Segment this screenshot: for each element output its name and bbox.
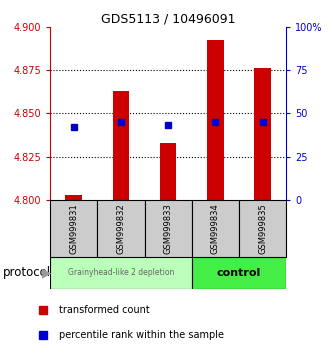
- Text: control: control: [217, 268, 261, 278]
- Bar: [50, 200, 97, 257]
- Bar: [239, 200, 286, 257]
- Text: GSM999831: GSM999831: [69, 203, 78, 254]
- Bar: [254, 68, 271, 200]
- Bar: [50, 257, 192, 289]
- Text: GSM999833: GSM999833: [164, 203, 173, 254]
- Bar: [192, 257, 286, 289]
- Text: GSM999832: GSM999832: [116, 203, 126, 254]
- Bar: [97, 200, 145, 257]
- Title: GDS5113 / 10496091: GDS5113 / 10496091: [101, 12, 235, 25]
- Text: protocol: protocol: [3, 266, 52, 279]
- Bar: [113, 91, 129, 200]
- Bar: [160, 143, 176, 200]
- Text: ▶: ▶: [42, 266, 51, 279]
- Bar: [207, 40, 224, 200]
- Bar: [145, 200, 192, 257]
- Text: GSM999835: GSM999835: [258, 203, 267, 254]
- Text: percentile rank within the sample: percentile rank within the sample: [59, 330, 223, 339]
- Bar: [65, 195, 82, 200]
- Text: transformed count: transformed count: [59, 305, 150, 315]
- Text: Grainyhead-like 2 depletion: Grainyhead-like 2 depletion: [68, 268, 174, 277]
- Text: GSM999834: GSM999834: [211, 203, 220, 254]
- Bar: [192, 200, 239, 257]
